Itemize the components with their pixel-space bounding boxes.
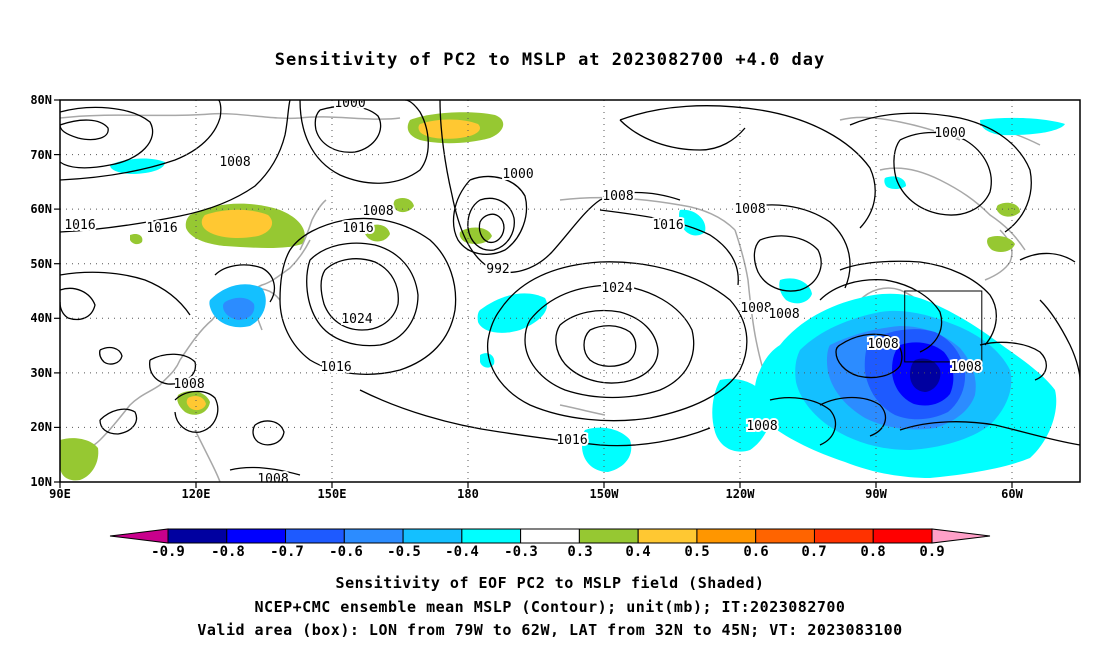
colorbar-label: 0.9	[919, 544, 944, 560]
contour-label: 1016	[64, 218, 95, 233]
contour-labels: 1000 1000 1000 1008 1008 1008 1008 1016 …	[62, 96, 983, 487]
colorbar-label: 0.4	[625, 544, 650, 560]
contour-label: 1008	[257, 472, 288, 487]
colorbar-label: -0.7	[270, 544, 304, 560]
contour-label: 1000	[334, 96, 365, 111]
contour-label: 1008	[768, 307, 799, 322]
contour-label: 1000	[934, 126, 965, 141]
contour-label: 1000	[502, 167, 533, 182]
map-frame	[59, 99, 1081, 483]
contour-label: 1008	[746, 419, 777, 434]
colorbar-label: 0.5	[684, 544, 709, 560]
lat-label: 70N	[30, 148, 52, 162]
lon-label: 150E	[318, 487, 347, 501]
colorbar-swatch	[872, 528, 933, 544]
colorbar-right-arrow	[931, 528, 991, 544]
colorbar: -0.9 -0.8 -0.7 -0.6 -0.5 -0.4 -0.3 0.3 0…	[109, 528, 991, 560]
contour-label: 1008	[219, 155, 250, 170]
colorbar-swatch	[167, 528, 228, 544]
colorbar-label: -0.4	[445, 544, 479, 560]
colorbar-swatch	[285, 528, 345, 544]
colorbar-label: -0.5	[387, 544, 421, 560]
caption-line-2: NCEP+CMC ensemble mean MSLP (Contour); u…	[254, 598, 846, 616]
contour-label: 1008	[734, 202, 765, 217]
lat-label: 10N	[30, 475, 52, 489]
contour-label: 1016	[146, 221, 177, 236]
lon-label: 60W	[1001, 487, 1023, 501]
colorbar-label: -0.9	[151, 544, 185, 560]
caption-line-1: Sensitivity of EOF PC2 to MSLP field (Sh…	[335, 574, 765, 592]
lon-label: 90W	[865, 487, 887, 501]
colorbar-left-arrow	[109, 528, 169, 544]
lat-label: 60N	[30, 202, 52, 216]
colorbar-swatches	[167, 528, 933, 544]
colorbar-swatch	[343, 528, 404, 544]
colorbar-swatch	[402, 528, 463, 544]
colorbar-label: 0.7	[801, 544, 826, 560]
contour-label: 1016	[652, 218, 683, 233]
contour-label: 1024	[341, 312, 372, 327]
colorbar-label: -0.8	[211, 544, 245, 560]
lat-label: 40N	[30, 311, 52, 325]
lon-label: 150W	[590, 487, 620, 501]
colorbar-swatch	[813, 528, 874, 544]
lat-label: 30N	[30, 366, 52, 380]
colorbar-swatch	[461, 528, 522, 544]
colorbar-label: -0.6	[329, 544, 363, 560]
colorbar-swatch	[226, 528, 287, 544]
lon-label: 120W	[726, 487, 756, 501]
contour-label: 1024	[601, 281, 632, 296]
caption-line-3: Valid area (box): LON from 79W to 62W, L…	[197, 621, 903, 639]
longitude-labels: 90E 120E 150E 180 150W 120W 90W 60W	[49, 487, 1023, 501]
contour-label: 992	[486, 262, 509, 277]
colorbar-labels: -0.9 -0.8 -0.7 -0.6 -0.5 -0.4 -0.3 0.3 0…	[151, 544, 945, 560]
negative-sensitivity-region	[110, 117, 1065, 478]
contour-label: 1008	[867, 337, 898, 352]
colorbar-swatch	[520, 528, 580, 544]
lat-label: 20N	[30, 420, 52, 434]
valid-area-box	[904, 290, 983, 363]
contour-label: 1008	[740, 301, 771, 316]
axis-ticks	[54, 99, 1013, 488]
lon-label: 180	[457, 487, 479, 501]
contour-label: 1008	[173, 377, 204, 392]
lon-label: 90E	[49, 487, 71, 501]
contour-label: 1016	[320, 360, 351, 375]
colorbar-label: 0.3	[567, 544, 592, 560]
contour-label: 1008	[950, 360, 981, 375]
chart-title: Sensitivity of PC2 to MSLP at 2023082700…	[274, 50, 826, 70]
lat-label: 80N	[30, 93, 52, 107]
colorbar-label: 0.8	[860, 544, 885, 560]
colorbar-swatch	[637, 528, 698, 544]
lat-label: 50N	[30, 257, 52, 271]
colorbar-swatch	[755, 528, 815, 544]
positive-sensitivity-region	[60, 112, 1020, 481]
contour-label: 1008	[362, 204, 393, 219]
colorbar-swatch	[696, 528, 757, 544]
colorbar-label: -0.3	[504, 544, 538, 560]
contour-label: 1008	[602, 189, 633, 204]
contour-label: 1016	[342, 221, 373, 236]
latitude-labels: 80N 70N 60N 50N 40N 30N 20N 10N	[30, 93, 52, 489]
grid-lines	[60, 100, 1080, 482]
colorbar-swatch	[578, 528, 639, 544]
mslp-contours	[60, 100, 1080, 476]
contour-label: 1016	[556, 433, 587, 448]
colorbar-label: 0.6	[743, 544, 768, 560]
lon-label: 120E	[182, 487, 211, 501]
